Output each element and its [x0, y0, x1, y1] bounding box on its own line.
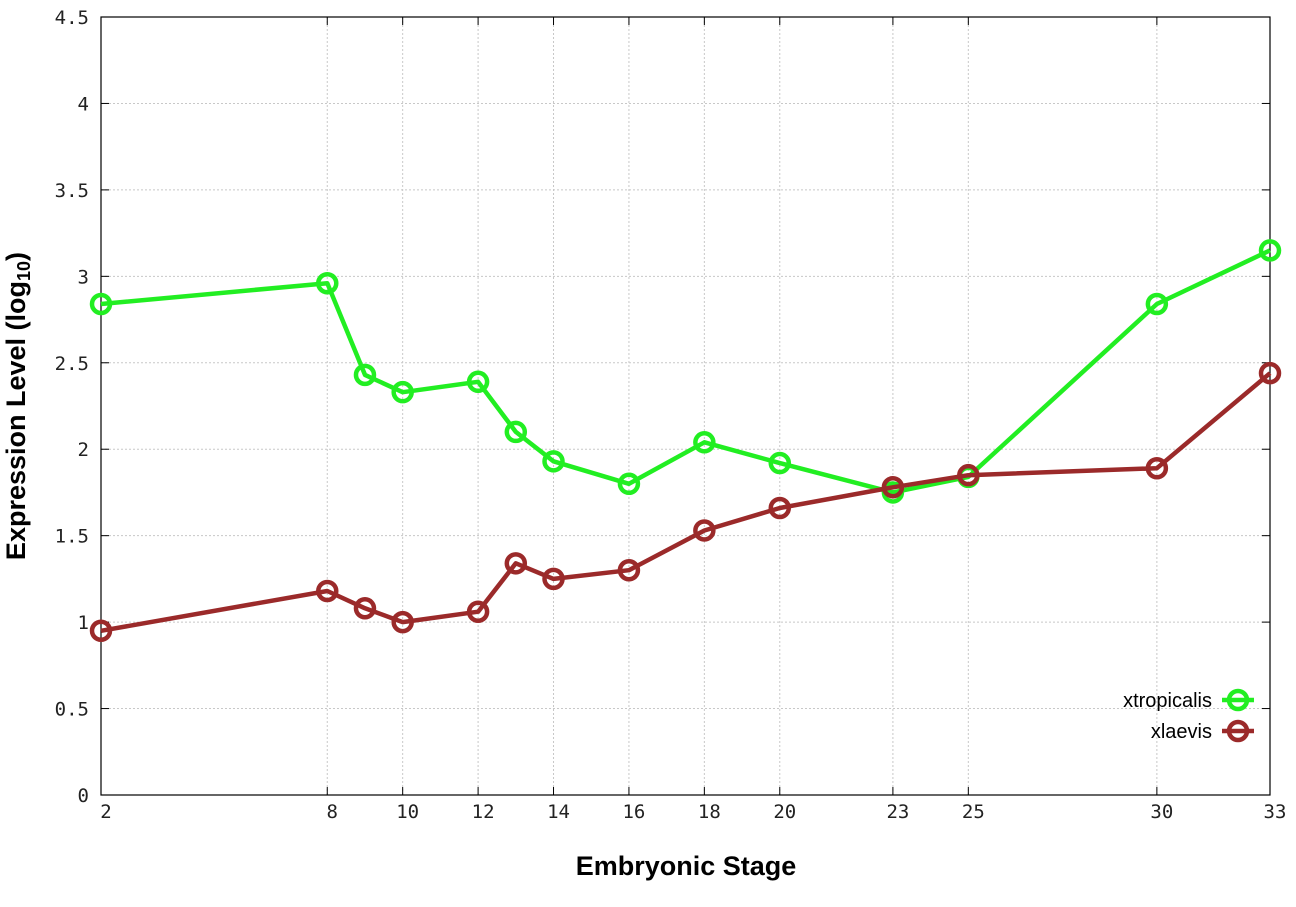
y-tick-label: 1.5	[55, 526, 89, 548]
data-point	[391, 610, 414, 634]
x-tick-label: 12	[472, 801, 495, 823]
data-point	[504, 420, 528, 444]
data-point	[1258, 239, 1282, 262]
data-point	[542, 567, 565, 591]
data-point	[542, 450, 565, 473]
series-xlaevis	[89, 361, 1282, 643]
data-point	[89, 292, 113, 316]
data-point	[391, 380, 414, 404]
legend-swatch-marker	[1226, 719, 1250, 743]
data-point	[316, 271, 339, 295]
legend-label: xtropicalis	[1123, 690, 1212, 712]
x-tick-label: 8	[327, 801, 338, 823]
y-tick-label: 4	[78, 93, 89, 115]
x-tick-label: 16	[622, 801, 645, 823]
data-point	[89, 619, 113, 643]
x-tick-label: 10	[396, 801, 419, 823]
legend-label: xlaevis	[1151, 721, 1212, 743]
y-axis-title-main: Expression Level (log	[1, 281, 31, 560]
x-tick-label: 2	[100, 801, 111, 823]
data-point	[466, 370, 490, 394]
y-tick-label: 3.5	[55, 180, 89, 202]
y-axis-title-subscript: 10	[14, 261, 34, 281]
y-tick-label: 3	[78, 266, 89, 288]
y-tick-label: 0	[78, 785, 89, 807]
x-tick-label: 23	[886, 801, 909, 823]
data-point	[353, 363, 377, 387]
data-point	[316, 579, 339, 603]
y-axis-title-close: )	[1, 252, 31, 261]
legend-swatch-marker	[1226, 688, 1250, 712]
legend: xtropicalis xlaevis	[1123, 688, 1254, 743]
data-point	[1145, 292, 1169, 316]
y-tick-label: 2.5	[55, 353, 89, 375]
series-lines	[89, 239, 1282, 643]
x-tick-label: 20	[773, 801, 796, 823]
axis-ticks: 0 0.5 1 1.5 2 2.5 3 3.5 4 4.5 2 8 10 12 14 16 18 20 23 25 30…	[55, 7, 1287, 823]
series-line	[100, 371, 1272, 634]
x-tick-label: 33	[1264, 801, 1287, 823]
data-point	[957, 463, 980, 487]
data-point	[768, 496, 792, 520]
data-point	[617, 558, 641, 582]
series-xtropicalis	[89, 239, 1282, 504]
grid-lines	[101, 17, 1270, 795]
data-point	[768, 451, 792, 475]
data-point	[466, 600, 490, 623]
x-tick-label: 25	[962, 801, 985, 823]
data-point	[881, 476, 905, 499]
plot-frame	[100, 16, 1271, 796]
x-tick-label: 30	[1150, 801, 1173, 823]
series-line	[100, 248, 1271, 495]
data-point	[1145, 456, 1169, 480]
y-tick-label: 1	[78, 612, 89, 634]
data-point	[504, 552, 528, 575]
data-point	[353, 597, 377, 620]
x-axis-title: Embryonic Stage	[576, 851, 797, 881]
data-point	[693, 519, 716, 542]
data-point	[693, 431, 716, 454]
data-point	[1258, 361, 1282, 385]
y-tick-label: 0.5	[55, 699, 89, 721]
y-tick-label: 4.5	[55, 7, 89, 29]
x-tick-label: 14	[547, 801, 570, 823]
y-tick-label: 2	[78, 439, 89, 461]
data-point	[617, 472, 641, 496]
y-axis-title: Expression Level (log10)	[1, 252, 34, 560]
x-tick-label: 18	[698, 801, 721, 823]
